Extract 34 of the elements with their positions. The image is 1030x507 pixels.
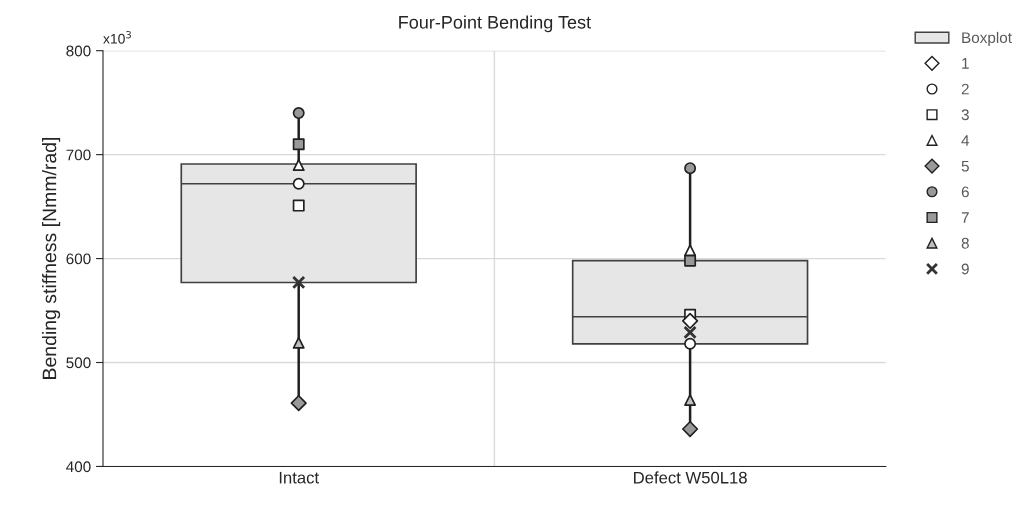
point <box>684 254 697 267</box>
y-tick-label: 700 <box>66 149 91 161</box>
y-tick-label: 500 <box>66 357 91 369</box>
point <box>681 420 699 438</box>
point <box>684 162 697 175</box>
legend-label: 6 <box>961 186 969 198</box>
y-tick-label: 400 <box>66 461 91 473</box>
x-tick-label: Intact <box>279 471 319 484</box>
point <box>292 138 305 151</box>
y-tick-label: 800 <box>66 45 91 57</box>
y-axis-title: Bending stiffness [Nmm/rad] <box>42 138 61 379</box>
legend-label: 9 <box>961 263 969 275</box>
point <box>292 336 305 349</box>
text: x10$^{3}$ <box>103 31 131 44</box>
legend-label: 5 <box>961 160 969 172</box>
legend-label: Boxplot <box>962 31 1012 47</box>
point <box>681 312 699 330</box>
legend-label: 4 <box>961 135 970 146</box>
point <box>290 394 307 412</box>
legend-label: 2 <box>961 83 969 95</box>
legend-label: 7 <box>961 212 969 223</box>
legend-label: 1 <box>962 58 969 69</box>
legend-label: 8 <box>961 237 969 249</box>
point <box>683 325 697 340</box>
point <box>292 159 305 172</box>
point <box>292 177 305 190</box>
point <box>292 199 305 212</box>
legend-label: 3 <box>961 109 969 121</box>
y-tick-label: 600 <box>66 253 91 265</box>
x-tick-label: Defect W50L18 <box>634 471 747 484</box>
point <box>292 107 305 120</box>
point <box>291 275 306 290</box>
point <box>684 337 697 350</box>
chart-title: Four-Point Bending Test <box>399 15 591 33</box>
